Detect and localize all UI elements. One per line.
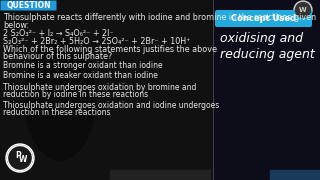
FancyBboxPatch shape: [1, 1, 57, 10]
Text: Concept Used: Concept Used: [231, 14, 296, 23]
Text: S₂O₃²⁻ + 2Br₂ + 5H₂O → 2SO₄²⁻ + 2Br⁻ + 10H⁺: S₂O₃²⁻ + 2Br₂ + 5H₂O → 2SO₄²⁻ + 2Br⁻ + 1…: [3, 37, 190, 46]
Text: W: W: [299, 7, 307, 13]
Text: Thiosulphate undergoes oxidation by bromine and: Thiosulphate undergoes oxidation by brom…: [3, 83, 196, 92]
Text: below:: below:: [3, 21, 29, 30]
Text: W: W: [19, 156, 27, 165]
Bar: [0, 0, 213, 180]
Bar: [270, 170, 320, 180]
Circle shape: [295, 3, 310, 17]
Text: reduction in these reactions: reduction in these reactions: [3, 108, 110, 117]
Ellipse shape: [25, 40, 95, 160]
Text: behaviour of this sulphate?: behaviour of this sulphate?: [3, 52, 112, 61]
Circle shape: [294, 1, 312, 19]
Text: Bromine is a stronger oxidant than iodine: Bromine is a stronger oxidant than iodin…: [3, 61, 163, 70]
Text: Thiosulphate reacts differently with iodine and bromine in the reactions given: Thiosulphate reacts differently with iod…: [3, 13, 316, 22]
Text: Thiosulphate undergoes oxidation and iodine undergoes: Thiosulphate undergoes oxidation and iod…: [3, 101, 219, 110]
Text: 2 S₂O₃²⁻ + I₂ → S₄O₆²⁻ + 2I⁻: 2 S₂O₃²⁻ + I₂ → S₄O₆²⁻ + 2I⁻: [3, 29, 114, 38]
Text: reduction by iodine in these reactions: reduction by iodine in these reactions: [3, 90, 148, 99]
Text: Which of the following statements justifies the above: Which of the following statements justif…: [3, 45, 217, 54]
Bar: [214, 0, 320, 180]
Circle shape: [6, 144, 34, 172]
Text: P: P: [15, 152, 21, 161]
Text: oxidising and: oxidising and: [220, 32, 303, 45]
Text: QUESTION: QUESTION: [6, 1, 51, 10]
Text: reducing agent: reducing agent: [220, 48, 315, 61]
Bar: [110, 170, 210, 180]
FancyBboxPatch shape: [215, 10, 312, 27]
Circle shape: [7, 145, 33, 170]
Text: Bromine is a weaker oxidant than iodine: Bromine is a weaker oxidant than iodine: [3, 71, 158, 80]
